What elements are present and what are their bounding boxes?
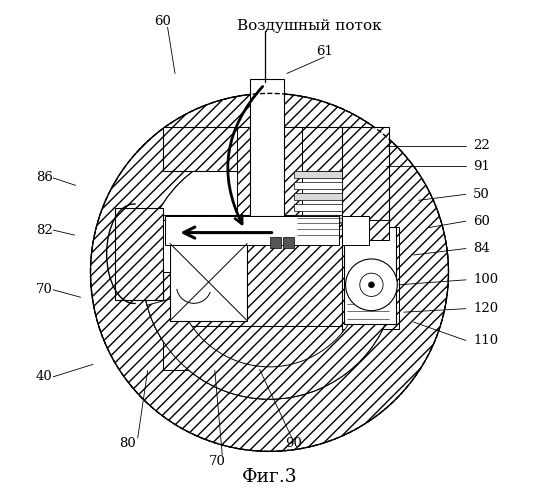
Bar — [294, 204, 342, 211]
Text: 70: 70 — [209, 455, 226, 468]
Bar — [294, 172, 342, 178]
Circle shape — [90, 93, 449, 452]
Text: 82: 82 — [36, 224, 53, 236]
Bar — [294, 194, 342, 200]
Bar — [163, 215, 342, 326]
Text: 40: 40 — [36, 370, 53, 384]
Bar — [163, 222, 168, 262]
Bar — [342, 216, 369, 245]
Bar — [285, 126, 302, 216]
Bar — [342, 226, 399, 328]
Text: 86: 86 — [36, 172, 53, 184]
Text: 90: 90 — [285, 438, 302, 450]
Text: 120: 120 — [473, 302, 499, 315]
Bar — [163, 220, 168, 265]
Bar — [369, 220, 389, 240]
Bar — [170, 244, 247, 320]
Circle shape — [369, 282, 375, 288]
Text: 70: 70 — [36, 284, 53, 296]
Bar — [163, 326, 342, 370]
Bar — [165, 216, 339, 245]
Circle shape — [360, 273, 383, 296]
Circle shape — [345, 259, 397, 310]
Text: 110: 110 — [473, 334, 499, 347]
Text: 91: 91 — [473, 160, 490, 173]
Text: 84: 84 — [473, 242, 490, 255]
Circle shape — [143, 146, 396, 399]
Bar — [284, 236, 294, 248]
Text: 22: 22 — [473, 139, 490, 152]
Wedge shape — [91, 94, 448, 452]
Bar — [163, 220, 170, 272]
Bar — [271, 236, 281, 248]
FancyArrowPatch shape — [228, 86, 262, 224]
Bar — [115, 208, 163, 300]
Text: 60: 60 — [473, 214, 490, 228]
Text: 61: 61 — [316, 44, 333, 58]
Bar — [294, 215, 342, 222]
Bar — [344, 226, 396, 324]
Bar — [237, 126, 250, 216]
Bar — [294, 182, 342, 190]
Polygon shape — [342, 126, 389, 290]
Text: 100: 100 — [473, 274, 499, 286]
Text: Воздушный поток: Воздушный поток — [237, 19, 382, 33]
Text: 60: 60 — [154, 15, 171, 28]
Polygon shape — [163, 126, 356, 216]
Text: 80: 80 — [120, 438, 136, 450]
Text: Фиг.3: Фиг.3 — [241, 468, 298, 486]
Text: 50: 50 — [473, 188, 490, 201]
Bar — [250, 80, 285, 216]
Wedge shape — [147, 297, 392, 399]
